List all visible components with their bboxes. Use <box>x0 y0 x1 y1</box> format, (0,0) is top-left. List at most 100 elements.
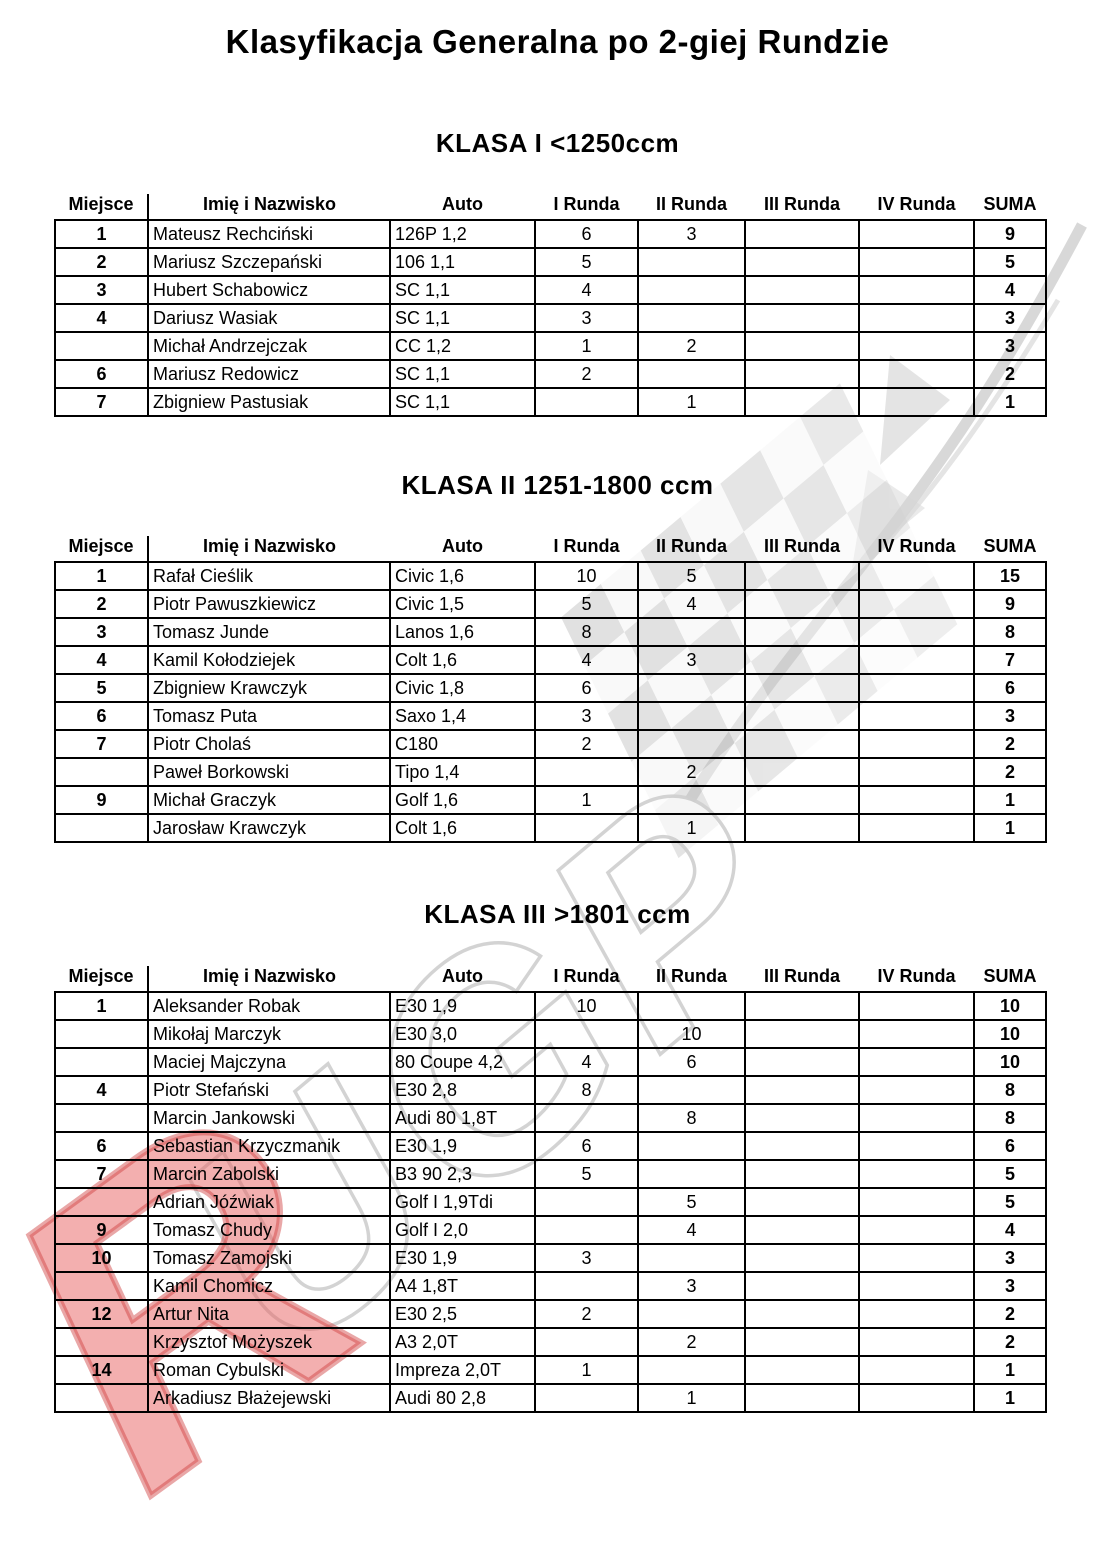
place-cell: 1 <box>54 219 149 249</box>
total-cell: 8 <box>973 617 1047 647</box>
place-cell <box>54 1327 149 1357</box>
round4-cell <box>858 1243 975 1273</box>
round2-cell: 2 <box>637 331 746 361</box>
section-klasa-3: KLASA III >1801 ccm Miejsce Imię i Nazwis… <box>0 900 1115 1413</box>
table-row: 1 Aleksander Robak E30 1,9 10 10 <box>54 991 1047 1021</box>
header-row: Miejsce Imię i Nazwisko Auto I Runda II Rund… <box>55 966 1046 993</box>
total-cell: 10 <box>973 1019 1047 1049</box>
table-row: 14 Roman Cybulski Impreza 2,0T 1 1 <box>54 1355 1047 1385</box>
table-row: 4 Dariusz Wasiak SC 1,1 3 3 <box>54 303 1047 333</box>
round4-cell <box>858 589 975 619</box>
round3-cell <box>744 701 860 731</box>
round2-cell: 2 <box>637 757 746 787</box>
place-cell <box>54 1271 149 1301</box>
total-cell: 3 <box>973 331 1047 361</box>
total-cell: 10 <box>973 991 1047 1021</box>
place-cell <box>54 1019 149 1049</box>
round4-cell <box>858 561 975 591</box>
place-cell: 2 <box>54 589 149 619</box>
column-header-name: Imię i Nazwisko <box>148 536 390 563</box>
driver-name-cell: Arkadiusz Błażejewski <box>147 1383 391 1413</box>
place-cell: 9 <box>54 1215 149 1245</box>
table-row: 10 Tomasz Zamojski E30 1,9 3 3 <box>54 1243 1047 1273</box>
round1-cell: 2 <box>534 359 639 389</box>
round1-cell: 5 <box>534 1159 639 1189</box>
round2-cell: 3 <box>637 1271 746 1301</box>
place-cell: 6 <box>54 1131 149 1161</box>
round3-cell <box>744 757 860 787</box>
round1-cell: 6 <box>534 219 639 249</box>
car-cell: Colt 1,6 <box>389 813 536 843</box>
driver-name-cell: Maciej Majczyna <box>147 1047 391 1077</box>
round2-cell: 8 <box>637 1103 746 1133</box>
round2-cell: 6 <box>637 1047 746 1077</box>
round3-cell <box>744 589 860 619</box>
column-header-round1: I Runda <box>535 966 638 993</box>
round2-cell: 4 <box>637 1215 746 1245</box>
round3-cell <box>744 1075 860 1105</box>
round2-cell <box>637 1243 746 1273</box>
place-cell: 14 <box>54 1355 149 1385</box>
total-cell: 6 <box>973 1131 1047 1161</box>
round1-cell <box>534 1103 639 1133</box>
round2-cell <box>637 673 746 703</box>
car-cell: E30 2,5 <box>389 1299 536 1329</box>
round2-cell <box>637 617 746 647</box>
total-cell: 9 <box>973 589 1047 619</box>
car-cell: Civic 1,8 <box>389 673 536 703</box>
round4-cell <box>858 1047 975 1077</box>
round4-cell <box>858 729 975 759</box>
car-cell: 126P 1,2 <box>389 219 536 249</box>
driver-name-cell: Artur Nita <box>147 1299 391 1329</box>
car-cell: E30 1,9 <box>389 1131 536 1161</box>
driver-name-cell: Kamil Chomicz <box>147 1271 391 1301</box>
column-header-round4: IV Runda <box>859 966 974 993</box>
column-header-car: Auto <box>390 536 535 563</box>
round3-cell <box>744 247 860 277</box>
round2-cell <box>637 1299 746 1329</box>
driver-name-cell: Tomasz Junde <box>147 617 391 647</box>
total-cell: 8 <box>973 1075 1047 1105</box>
car-cell: E30 3,0 <box>389 1019 536 1049</box>
standings-table-klasa-2: Miejsce Imię i Nazwisko Auto I Runda II Rund… <box>54 536 1047 843</box>
round4-cell <box>858 1019 975 1049</box>
round4-cell <box>858 1131 975 1161</box>
table-row: 1 Mateusz Rechciński 126P 1,2 6 3 9 <box>54 219 1047 249</box>
round3-cell <box>744 1355 860 1385</box>
total-cell: 4 <box>973 275 1047 305</box>
car-cell: Golf 1,6 <box>389 785 536 815</box>
round4-cell <box>858 673 975 703</box>
round4-cell <box>858 387 975 417</box>
round1-cell: 4 <box>534 275 639 305</box>
driver-name-cell: Sebastian Krzyczmanik <box>147 1131 391 1161</box>
car-cell: Impreza 2,0T <box>389 1355 536 1385</box>
total-cell: 1 <box>973 1355 1047 1385</box>
column-header-place: Miejsce <box>55 966 149 993</box>
round1-cell <box>534 1187 639 1217</box>
driver-name-cell: Jarosław Krawczyk <box>147 813 391 843</box>
table-row: Michał Andrzejczak CC 1,2 1 2 3 <box>54 331 1047 361</box>
round3-cell <box>744 1383 860 1413</box>
round2-cell <box>637 701 746 731</box>
place-cell <box>54 1187 149 1217</box>
column-header-place: Miejsce <box>55 194 149 221</box>
round4-cell <box>858 813 975 843</box>
standings-table-klasa-3: Miejsce Imię i Nazwisko Auto I Runda II Rund… <box>54 966 1047 1413</box>
total-cell: 8 <box>973 1103 1047 1133</box>
round3-cell <box>744 1187 860 1217</box>
round4-cell <box>858 275 975 305</box>
total-cell: 5 <box>973 1159 1047 1189</box>
total-cell: 2 <box>973 359 1047 389</box>
driver-name-cell: Zbigniew Krawczyk <box>147 673 391 703</box>
round3-cell <box>744 1103 860 1133</box>
table-row: 7 Piotr Cholaś C180 2 2 <box>54 729 1047 759</box>
column-header-place: Miejsce <box>55 536 149 563</box>
place-cell <box>54 1103 149 1133</box>
table-row: 3 Tomasz Junde Lanos 1,6 8 8 <box>54 617 1047 647</box>
round1-cell: 6 <box>534 1131 639 1161</box>
round3-cell <box>744 331 860 361</box>
round2-cell: 5 <box>637 1187 746 1217</box>
round4-cell <box>858 359 975 389</box>
round2-cell <box>637 303 746 333</box>
